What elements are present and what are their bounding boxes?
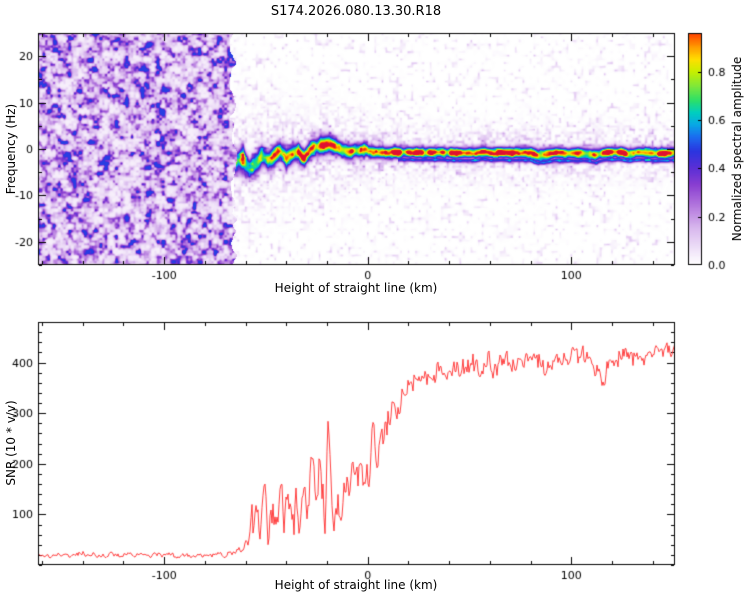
top-yaxis-label: Frequency (Hz) [4,103,18,195]
colorbar-label: Normalized spectral amplitude [730,56,744,242]
bottom-xaxis-label: Height of straight line (km) [274,578,438,592]
top-xaxis-label: Height of straight line (km) [274,281,438,295]
bottom-yaxis-label: SNR (10 * v/v) [4,400,18,486]
plot-title: S174.2026.080.13.30.R18 [270,4,442,19]
